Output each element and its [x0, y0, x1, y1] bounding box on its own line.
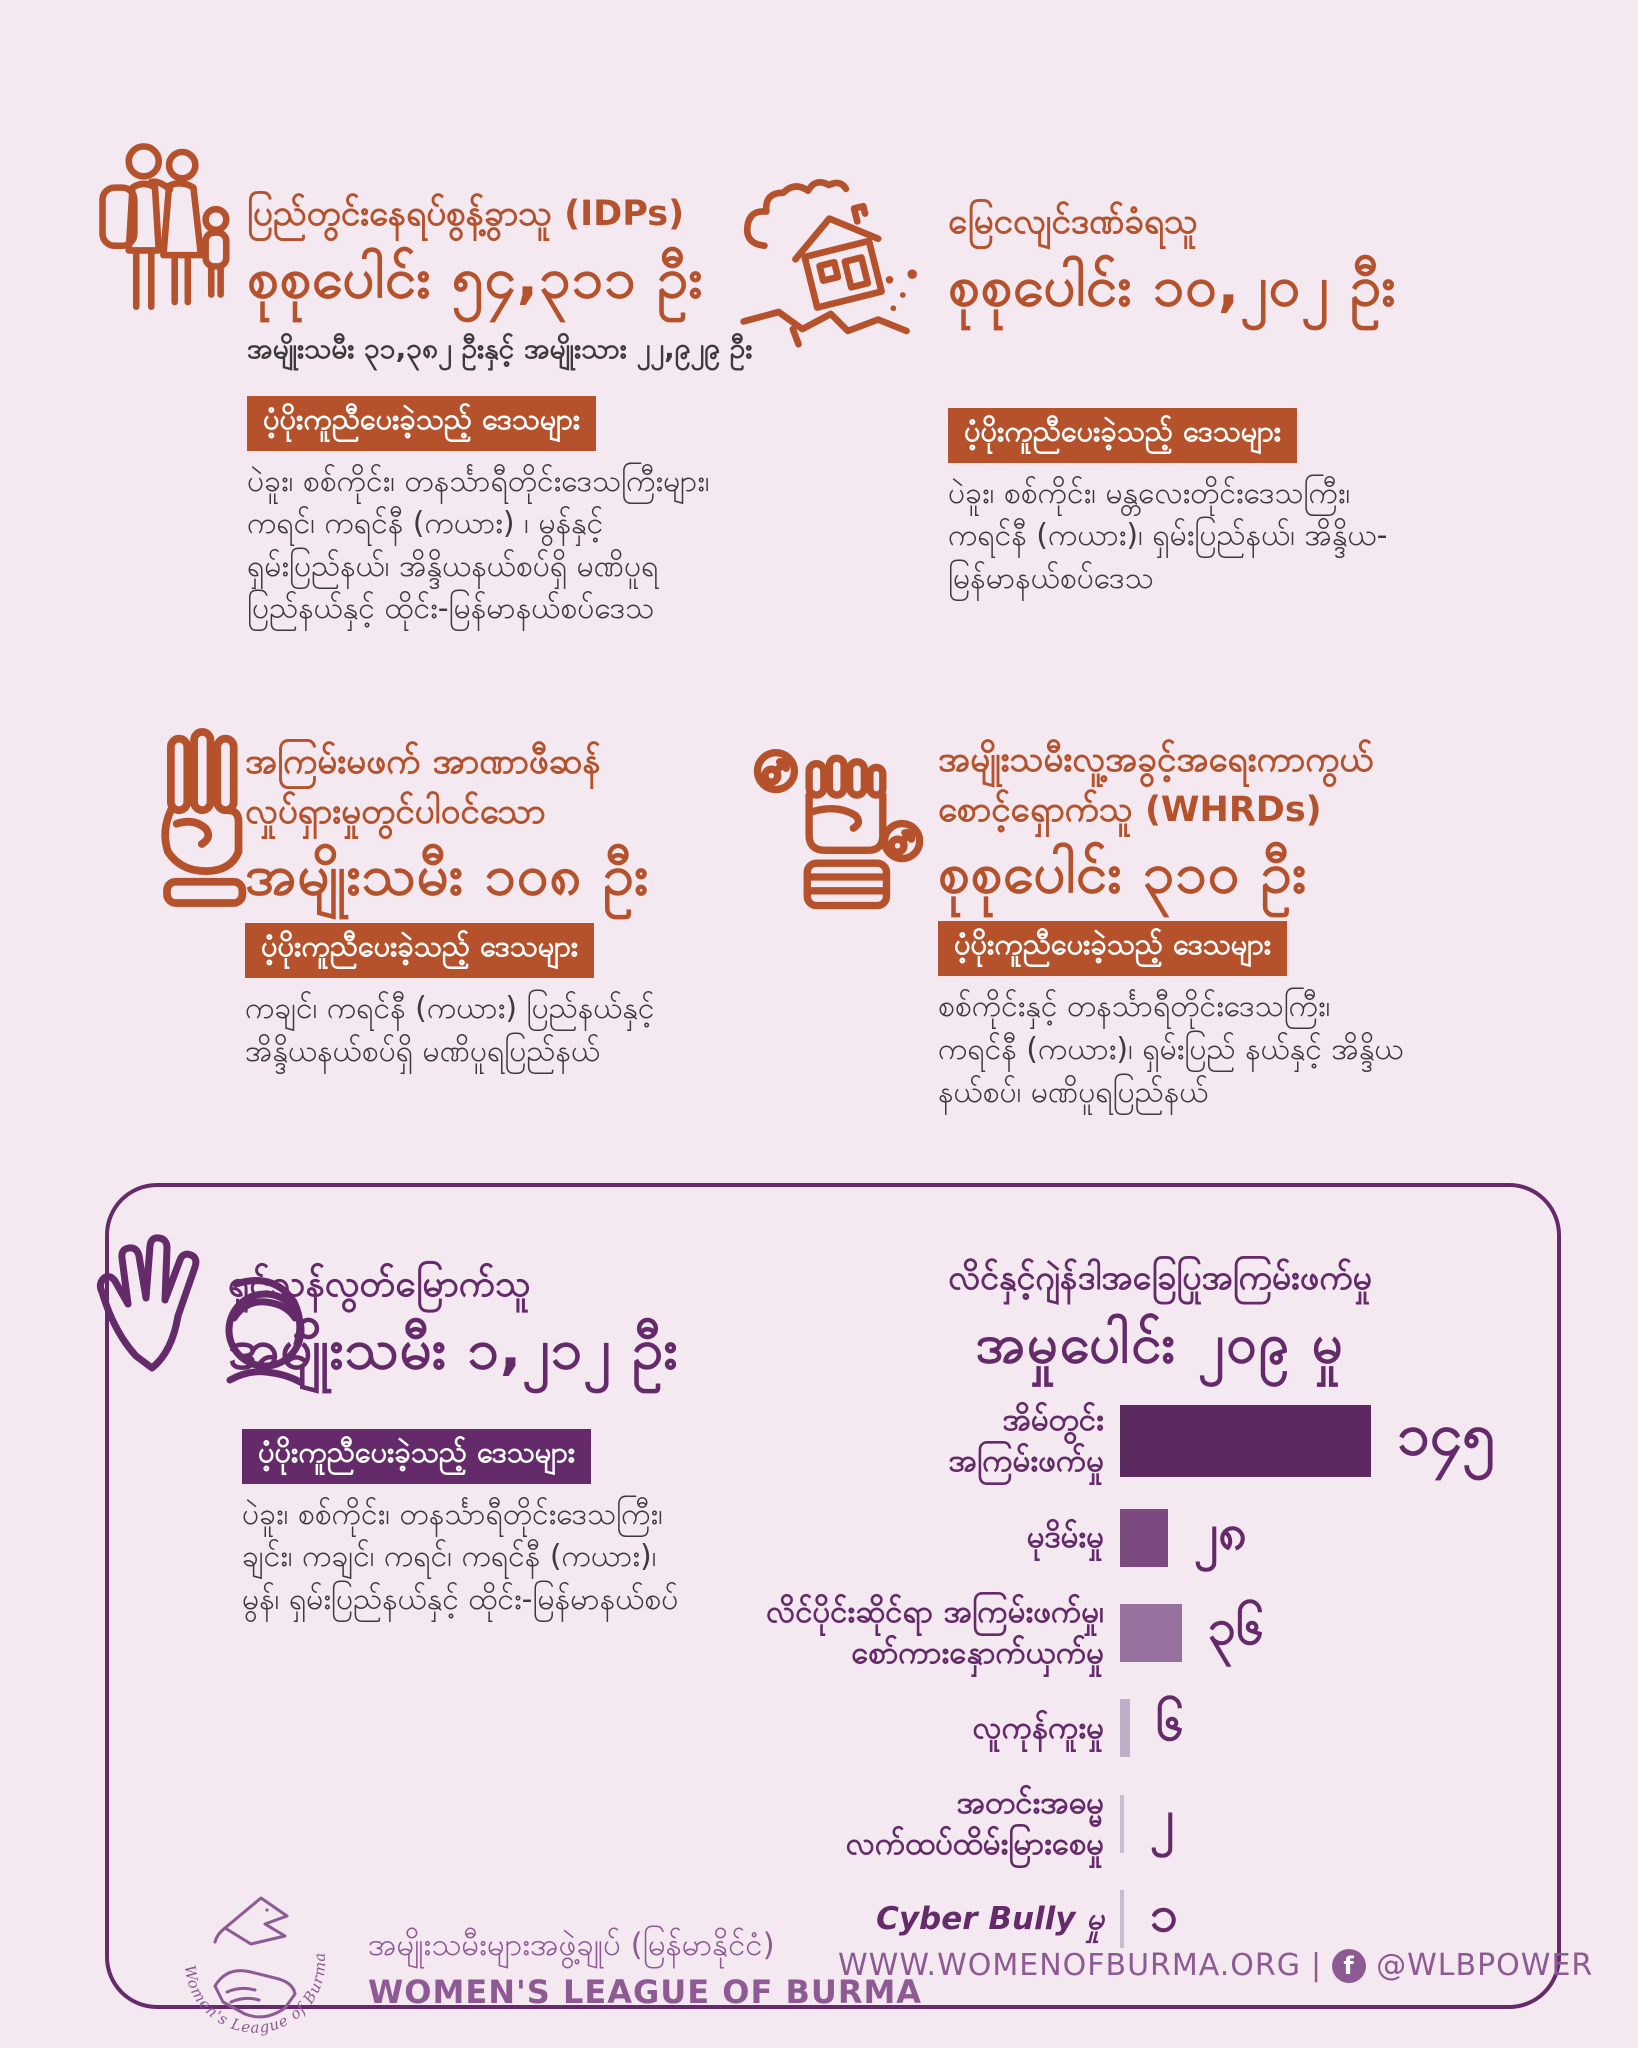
chart-bar — [1120, 1890, 1124, 1949]
earthquake-areas-heading: ပံ့ပိုးကူညီပေးခဲ့သည့် ဒေသများ — [948, 407, 1298, 463]
survivors-areas-heading: ပံ့ပိုးကူညီပေးခဲ့သည့် ဒေသများ — [242, 1428, 592, 1484]
section-earthquake: မြေငလျင်ဒဏ်ခံရသူ စုစုပေါင်း ၁၀,၂၀၂ ဦး ပံ… — [948, 198, 1588, 600]
chart-bar — [1120, 1699, 1130, 1758]
chart-category-label: မုဒိမ်းမှု — [1026, 1519, 1104, 1556]
chart-row: မုဒိမ်းမှု ၂၈ — [636, 1501, 1536, 1574]
chart-value: ၁၄၅ — [1397, 1400, 1495, 1468]
footer-separator: | — [1311, 1948, 1323, 1983]
chart-value: ၁ — [1150, 1884, 1179, 1943]
whrd-total: စုစုပေါင်း ၃၁၀ ဦး — [938, 841, 1308, 907]
whrd-areas-text: စစ်ကိုင်းနှင့် တနင်္သာရီတိုင်းဒေသကြီး၊ က… — [938, 989, 1404, 1110]
chart-category-label: လိင်ပိုင်းဆိုင်ရာ အကြမ်းဖက်မှု၊ စော်ကားန… — [766, 1594, 1104, 1671]
cdm-areas-heading: ပံ့ပိုးကူညီပေးခဲ့သည့် ဒေသများ — [245, 923, 595, 979]
footer-website-link[interactable]: WWW.WOMENOFBURMA.ORG — [838, 1948, 1302, 1983]
idp-total: စုစုပေါင်း ၅၄,၃၁၁ ဦး — [247, 245, 704, 311]
idp-areas-heading: ပံ့ပိုးကူညီပေးခဲ့သည့် ဒေသများ — [247, 395, 597, 451]
chart-row: Cyber Bully မှု ၁ — [636, 1883, 1536, 1956]
chart-row: လူကုန်ကူးမှု ၆ — [636, 1692, 1536, 1765]
section-cdm: အကြမ်းမဖက် အာဏာဖီဆန် လှုပ်ရှားမှုတွင်ပါဝ… — [245, 738, 885, 1074]
gbv-chart-total: အမှုပေါင်း ၂၀၉ မှု — [975, 1311, 1345, 1375]
gbv-summary-box — [105, 1183, 1561, 2009]
idp-family-icon — [95, 132, 245, 326]
footer-org-burmese: အမျိုးသမီးများအဖွဲ့ချုပ် (မြန်မာနိုင်ငံ) — [368, 1927, 775, 1963]
gbv-chart-title: လိင်နှင့်ဂျဲန်ဒါအခြေပြုအကြမ်းဖက်မှု — [948, 1258, 1372, 1298]
section-survivors: ရှင်သန်လွတ်မြောက်သူ အမျိုးသမီး ၁,၂၁၂ ဦး … — [228, 1258, 788, 1621]
chart-category-label: လူကုန်ကူးမှု — [972, 1709, 1104, 1746]
whrd-title: အမျိုးသမီးလူ့အခွင့်အရေးကာကွယ် စောင့်ရှော… — [938, 740, 1374, 830]
chart-value: ၃၆ — [1208, 1598, 1265, 1657]
chart-value: ၂ — [1150, 1789, 1175, 1848]
cdm-total: အမျိုးသမီး ၁၀၈ ဦး — [245, 843, 650, 909]
chart-bar — [1120, 1508, 1168, 1567]
survivors-total: အမျိုးသမီး ၁,၂၁၂ ဦး — [228, 1316, 679, 1382]
idp-breakdown: အမျိုးသမီး ၃၁,၃၈၂ ဦးနှင့် အမျိုးသား ၂၂,၉… — [247, 331, 753, 365]
chart-category-label: အိမ်တွင်း အကြမ်းဖက်မှု — [948, 1401, 1104, 1479]
svg-text:Women's League of Burma: Women's League of Burma — [181, 1951, 330, 2037]
chart-bar — [1120, 1603, 1182, 1662]
chart-category-label: အတင်းအဓမ္မ လက်ထပ်ထိမ်းမြားစေမှု — [845, 1784, 1104, 1862]
chart-bar — [1120, 1794, 1124, 1853]
earthquake-title: မြေငလျင်ဒဏ်ခံရသူ — [948, 202, 1198, 242]
three-finger-salute-icon — [138, 728, 283, 937]
chart-category-label: Cyber Bully မှု — [876, 1900, 1104, 1937]
cdm-areas-text: ကချင်၊ ကရင်နီ (ကယား) ပြည်နယ်နှင့် အိန္ဒိ… — [245, 991, 655, 1069]
footer-org-block: အမျိုးသမီးများအဖွဲ့ချုပ် (မြန်မာနိုင်ငံ)… — [368, 1924, 922, 2011]
facebook-icon: f — [1332, 1948, 1367, 1983]
chart-bar — [1120, 1404, 1371, 1477]
section-whrd: အမျိုးသမီးလူ့အခွင့်အရေးကာကွယ် စောင့်ရှော… — [938, 736, 1558, 1114]
section-idp: ပြည်တွင်းနေရပ်စွန့်ခွာသူ (IDPs) စုစုပေါင… — [247, 190, 967, 631]
survivors-title: ရှင်သန်လွတ်မြောက်သူ — [228, 1262, 531, 1305]
chart-row: အိမ်တွင်း အကြမ်းဖက်မှု ၁၄၅ — [636, 1398, 1536, 1483]
footer-org-english: WOMEN'S LEAGUE OF BURMA — [368, 1973, 923, 2012]
chart-row: အတင်းအဓမ္မ လက်ထပ်ထိမ်းမြားစေမှု ၂ — [636, 1783, 1536, 1865]
gbv-chart-header: လိင်နှင့်ဂျဲန်ဒါအခြေပြုအကြမ်းဖက်မှု အမှု… — [890, 1256, 1430, 1389]
chart-value: ၂၈ — [1194, 1503, 1248, 1561]
footer-social-handle[interactable]: @WLBPOWER — [1376, 1948, 1594, 1983]
whrd-areas-heading: ပံ့ပိုးကူညီပေးခဲ့သည့် ဒေသများ — [938, 921, 1288, 977]
raised-fist-icon — [752, 742, 927, 946]
idp-areas-text: ပဲခူး၊ စစ်ကိုင်း၊ တနင်္သာရီတိုင်းဒေသကြီး… — [247, 463, 710, 627]
logo-arc-text: Women's League of Burma — [181, 1951, 329, 2037]
chart-row: လိင်ပိုင်းဆိုင်ရာ အကြမ်းဖက်မှု၊ စော်ကားန… — [636, 1592, 1536, 1674]
cdm-title: အကြမ်းမဖက် အာဏာဖီဆန် လှုပ်ရှားမှုတွင်ပါဝ… — [245, 742, 601, 832]
survivors-areas-text: ပဲခူး၊ စစ်ကိုင်း၊ တနင်္သာရီတိုင်းဒေသကြီး… — [242, 1496, 679, 1617]
idp-title: ပြည်တွင်းနေရပ်စွန့်ခွာသူ (IDPs) — [247, 194, 685, 234]
gbv-chart-rows: အိမ်တွင်း အကြမ်းဖက်မှု ၁၄၅မုဒိမ်းမှု ၂၈လိင… — [636, 1398, 1536, 1956]
chart-value: ၆ — [1156, 1693, 1185, 1752]
earthquake-house-icon — [733, 168, 938, 352]
wlb-logo: Women's League of Burma — [165, 1888, 345, 2048]
earthquake-total: စုစုပေါင်း ၁၀,၂၀၂ ဦး — [948, 253, 1397, 319]
footer-contact: WWW.WOMENOFBURMA.ORG | f @WLBPOWER — [838, 1948, 1593, 1983]
earthquake-areas-text: ပဲခူး၊ စစ်ကိုင်း၊ မန္တလေးတိုင်းဒေသကြီး၊ … — [948, 475, 1388, 596]
survivor-hand-face-icon — [88, 1228, 318, 1412]
